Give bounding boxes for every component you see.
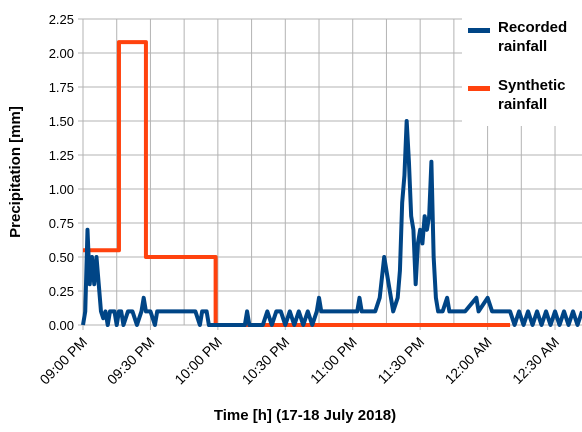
y-tick-label: 0.25 — [49, 284, 74, 299]
y-tick-label: 0.50 — [49, 250, 74, 265]
y-tick-label: 1.00 — [49, 182, 74, 197]
legend: Recorded rainfall Synthetic rainfall — [462, 10, 582, 126]
x-tick-label: 12:00 AM — [442, 334, 495, 387]
y-tick-label: 2.25 — [49, 12, 74, 27]
x-axis-title: Time [h] (17-18 July 2018) — [214, 407, 396, 424]
y-tick-label: 1.25 — [49, 148, 74, 163]
y-tick-label: 1.75 — [49, 80, 74, 95]
y-axis-title: Precipitation [mm] — [7, 106, 24, 238]
y-tick-label: 0.75 — [49, 216, 74, 231]
x-tick-label: 10:00 PM — [171, 334, 225, 388]
x-tick-label: 11:30 PM — [374, 334, 427, 387]
y-tick-label: 0.00 — [49, 318, 74, 333]
x-tick-label: 09:30 PM — [104, 334, 158, 388]
x-tick-label: 09:00 PM — [36, 334, 90, 388]
x-tick-label: 12:30 AM — [509, 334, 562, 387]
legend-swatch — [468, 86, 490, 91]
y-tick-label: 2.00 — [49, 46, 74, 61]
legend-label: Recorded rainfall — [498, 19, 568, 55]
series-line — [81, 119, 582, 327]
x-tick-label: 10:30 PM — [239, 334, 293, 388]
legend-label: Synthetic rainfall — [498, 77, 566, 113]
legend-swatch — [468, 28, 490, 33]
y-tick-label: 1.50 — [49, 114, 74, 129]
series-line — [83, 40, 511, 327]
x-tick-label: 11:00 PM — [307, 334, 360, 387]
